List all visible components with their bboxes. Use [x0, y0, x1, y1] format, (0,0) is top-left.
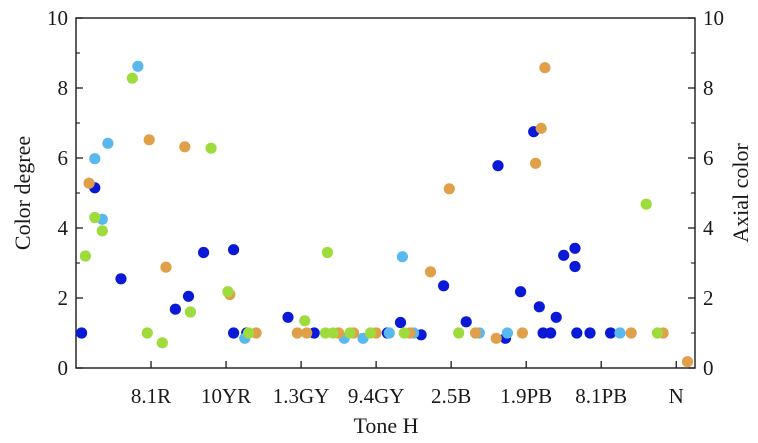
- data-point: [182, 290, 195, 302]
- y-axis-right: 0 2 4 6 8 10: [688, 6, 724, 380]
- data-point: [184, 306, 196, 318]
- plot-frame: [75, 17, 696, 369]
- data-point: [383, 327, 395, 339]
- data-point: [299, 315, 311, 327]
- data-point: [681, 356, 694, 368]
- data-point: [89, 153, 101, 165]
- data-point: [396, 251, 408, 263]
- x-axis: 8.1R 10YR 1.3GY 9.4GY 2.5B 1.9PB 8.1PB N: [131, 361, 684, 408]
- data-point: [222, 286, 234, 298]
- data-point: [143, 134, 155, 146]
- data-point: [141, 327, 153, 339]
- data-point: [515, 286, 527, 298]
- x-tick-label: 1.3GY: [273, 384, 330, 408]
- data-point: [571, 327, 583, 339]
- y-left-tick-label: 6: [58, 146, 69, 170]
- data-point: [460, 316, 472, 328]
- data-point: [160, 261, 172, 273]
- data-point: [282, 311, 294, 323]
- data-point: [169, 303, 181, 315]
- data-point: [545, 327, 557, 339]
- x-tick-label: 10YR: [201, 384, 251, 408]
- data-point: [243, 327, 255, 339]
- y-left-tick-label: 10: [47, 6, 68, 30]
- y-left-tick-label: 0: [58, 356, 69, 380]
- y-axis-right-title: Axial color: [728, 143, 753, 243]
- data-point: [533, 301, 545, 313]
- x-axis-title: Tone H: [353, 413, 418, 438]
- x-tick-label: 9.4GY: [348, 384, 405, 408]
- data-point: [344, 327, 356, 339]
- data-point: [640, 198, 652, 210]
- data-point: [438, 280, 450, 292]
- data-point: [291, 327, 303, 339]
- y-right-tick-label: 8: [703, 76, 714, 100]
- data-point: [364, 327, 377, 339]
- x-tick-label: 1.9PB: [500, 384, 552, 408]
- data-point: [614, 327, 626, 339]
- data-point: [205, 142, 217, 154]
- data-point: [115, 273, 127, 285]
- data-point: [398, 327, 410, 339]
- data-point: [301, 327, 313, 339]
- data-point: [516, 327, 529, 339]
- data-points: [76, 60, 694, 368]
- data-point: [198, 246, 210, 259]
- data-point: [490, 332, 502, 344]
- data-point: [569, 242, 581, 254]
- data-point: [102, 137, 114, 149]
- data-point: [79, 250, 91, 262]
- y-axis-left-title: Color degree: [10, 136, 35, 250]
- y-right-tick-label: 0: [703, 356, 714, 380]
- data-point: [535, 122, 547, 134]
- data-point: [651, 327, 664, 339]
- x-tick-label: N: [669, 384, 684, 408]
- data-point: [228, 327, 240, 339]
- x-tick-label: 2.5B: [431, 384, 471, 408]
- y-left-tick-label: 4: [58, 216, 69, 240]
- data-point: [321, 246, 333, 259]
- x-tick-label: 8.1PB: [575, 384, 627, 408]
- data-point: [327, 327, 339, 339]
- data-point: [501, 327, 513, 339]
- data-point: [228, 244, 240, 256]
- y-right-tick-label: 4: [703, 216, 714, 240]
- data-point: [530, 157, 542, 169]
- y-right-tick-label: 10: [703, 6, 724, 30]
- data-point: [76, 327, 88, 339]
- data-point: [89, 211, 101, 224]
- data-point: [156, 337, 168, 349]
- data-point: [179, 141, 191, 153]
- data-point: [605, 327, 617, 339]
- y-left-tick-label: 8: [58, 76, 69, 100]
- data-point: [126, 72, 138, 84]
- data-point: [83, 177, 95, 189]
- x-tick-label: 8.1R: [131, 384, 171, 408]
- y-left-tick-label: 2: [58, 286, 69, 310]
- data-point: [550, 311, 562, 323]
- y-right-tick-label: 6: [703, 146, 714, 170]
- data-point: [453, 327, 465, 339]
- data-point: [584, 327, 596, 339]
- data-point: [625, 327, 637, 339]
- y-right-tick-label: 2: [703, 286, 714, 310]
- data-point: [96, 225, 108, 237]
- data-point: [558, 249, 570, 261]
- data-point: [469, 327, 482, 339]
- y-axis-left: 0 2 4 6 8 10: [47, 6, 83, 380]
- data-point: [492, 160, 504, 172]
- data-point: [443, 183, 455, 195]
- data-point: [424, 266, 437, 278]
- data-point: [394, 316, 407, 329]
- data-point: [539, 62, 551, 74]
- data-point: [132, 60, 144, 72]
- data-point: [569, 260, 581, 273]
